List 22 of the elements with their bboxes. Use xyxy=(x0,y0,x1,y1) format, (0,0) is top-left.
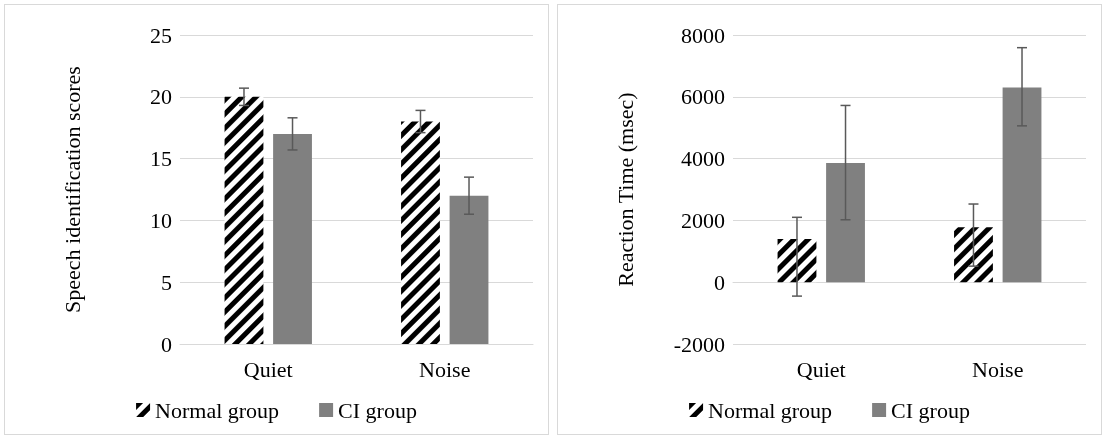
y-tick-label: 15 xyxy=(150,146,172,172)
y-axis-title: Speech identification scores xyxy=(59,66,85,313)
y-tick-label: 6000 xyxy=(681,84,725,110)
y-tick-label: -2000 xyxy=(673,331,725,357)
y-axis-title: Reaction Time (msec) xyxy=(612,92,638,287)
y-tick-label: 20 xyxy=(150,84,172,110)
y-tick-label: 10 xyxy=(150,207,172,233)
y-tick-label: 0 xyxy=(714,269,725,295)
x-tick-label: Noise xyxy=(972,356,1024,382)
y-tick-label: 4000 xyxy=(681,146,725,172)
y-tick-label: 25 xyxy=(150,22,172,48)
x-tick-label: Noise xyxy=(419,356,471,382)
y-tick-label: 8000 xyxy=(681,22,725,48)
y-tick-label: 5 xyxy=(161,269,172,295)
legend-label: CI group xyxy=(338,397,417,423)
y-tick-label: 2000 xyxy=(681,207,725,233)
legend-label: Normal group xyxy=(155,397,280,423)
legend-label: CI group xyxy=(891,397,970,423)
x-tick-label: Quiet xyxy=(796,356,846,382)
x-tick-label: Quiet xyxy=(243,356,293,382)
legend-label: Normal group xyxy=(708,397,833,423)
y-tick-label: 0 xyxy=(161,331,172,357)
